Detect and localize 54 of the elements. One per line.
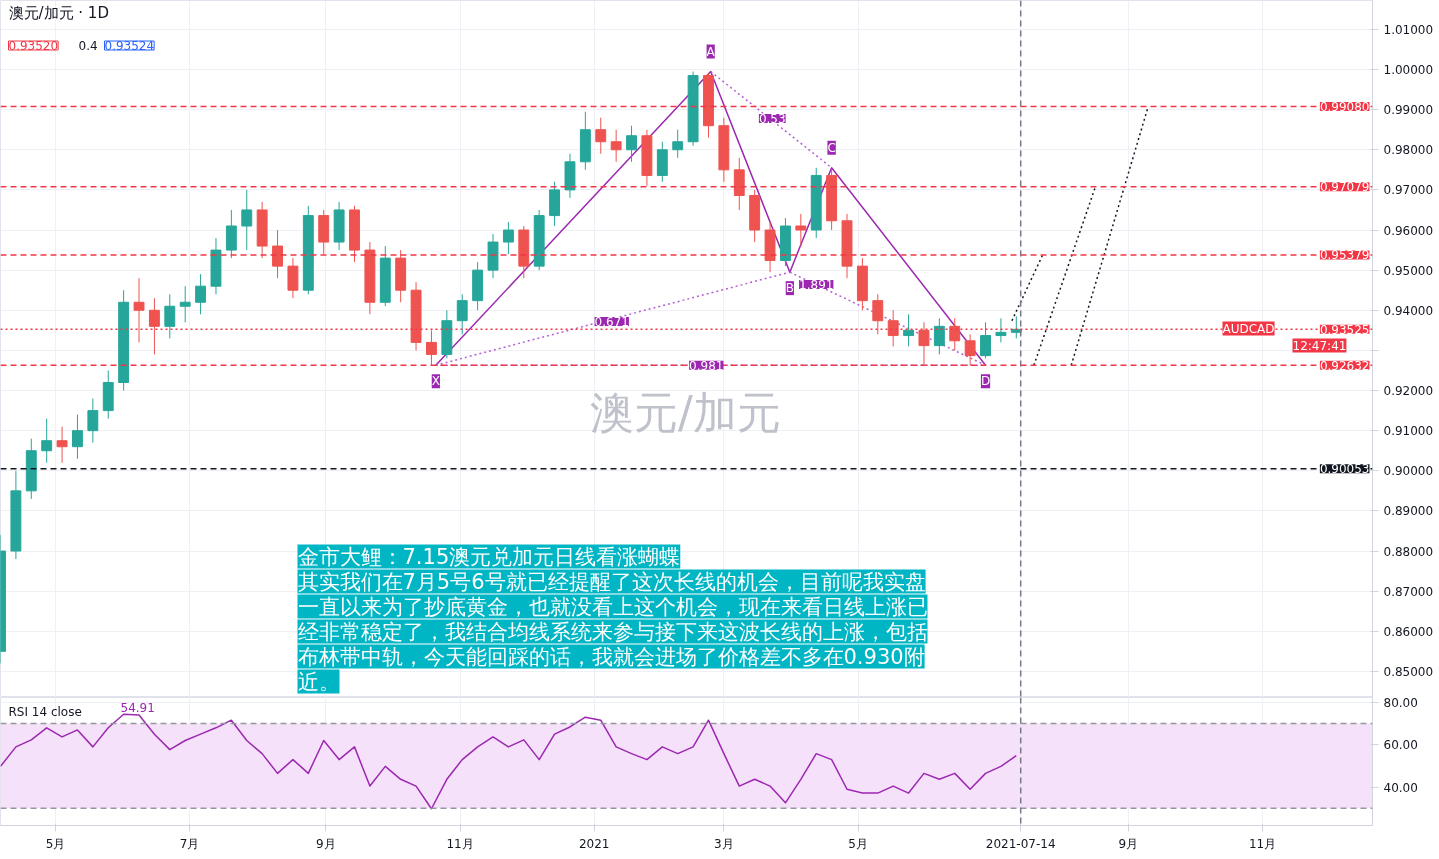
y-tick-label: 40.00 [1383,780,1418,795]
x-tick-label: 2021-07-14 [985,836,1056,851]
annotation: 12:47:41 [1292,338,1347,353]
annotation: 金市大鲤：7.15澳元兑加元日线看涨蝴蝶 [297,544,681,569]
ref-line-label: 0.93525 [1319,322,1370,337]
y-tick-label: 0.91000 [1383,424,1434,439]
annotation: 1.891 [799,278,834,293]
y-tick-label: 0.89000 [1383,504,1434,519]
ref-line-label: 0.99080 [1319,99,1370,114]
x-tick-label: 7月 [179,836,200,851]
y-tick-label: 0.97000 [1383,183,1434,198]
y-tick-label: 80.00 [1383,695,1418,710]
annotation: D [980,374,991,389]
annotation: 0.4 [78,39,98,53]
y-tick-label: 0.99000 [1383,103,1434,118]
text: RSI 14 close [8,704,82,719]
y-tick-label: 1.00000 [1383,63,1434,78]
y-tick-label: 0.94000 [1383,303,1434,318]
y-tick-label: 0.86000 [1383,624,1434,639]
annotation: 54.91 [120,701,155,715]
annotation: B [785,281,794,296]
y-tick-label: 60.00 [1383,738,1418,753]
x-tick-label: 5月 [848,836,868,851]
x-tick-label: 2021 [578,836,610,851]
annotation: X [431,374,440,389]
y-tick-label: 0.96000 [1383,223,1434,238]
annotation: 0.93524 [104,39,155,53]
x-tick-label: 9月 [316,836,336,851]
annotation: 0.93520 [8,39,59,53]
annotation: 0.53 [758,111,786,126]
x-tick-label: 9月 [1118,836,1139,851]
annotation: AUDCAD [1222,321,1275,336]
annotation: 0.981 [689,358,724,373]
chart-title: 澳元/加元 · 1D [8,3,109,22]
y-tick-label: 0.98000 [1383,143,1434,158]
ref-line-label: 0.90053 [1319,462,1370,477]
ref-line-label: 0.92632 [1319,358,1370,373]
y-tick-label: 0.90000 [1383,464,1434,479]
y-tick-label: 0.85000 [1383,664,1434,679]
x-tick-label: 5月 [45,836,66,851]
ref-line-label: 0.97079 [1319,180,1370,195]
y-tick-label: 1.01000 [1383,22,1434,37]
y-tick-label: 0.95000 [1383,263,1434,278]
annotation: 澳元/加元 [590,387,781,438]
x-tick-label: 11月 [1248,836,1277,851]
ref-line-label: 0.95379 [1319,248,1370,263]
annotation: 0.671 [594,315,629,330]
y-tick-label: 0.88000 [1383,544,1434,559]
y-tick-label: 0.92000 [1383,384,1434,399]
x-tick-label: 11月 [446,836,474,851]
y-tick-label: 0.87000 [1383,584,1434,599]
annotation: C [827,140,836,155]
x-tick-label: 3月 [714,836,734,851]
annotation: 其实我们在7月5号6号就已经提醒了这次长线的机会，目前呢我实盘一直以来为了抄底黄金，也就没看上这个机会，现在来看日线上涨已经非常稳定了，我结合均线系统来参与接下来这波长线的上涨，包括布林带中轨，今天能回踩的话，我就会进场了价格差不多在0.930附近。 [297,569,928,694]
